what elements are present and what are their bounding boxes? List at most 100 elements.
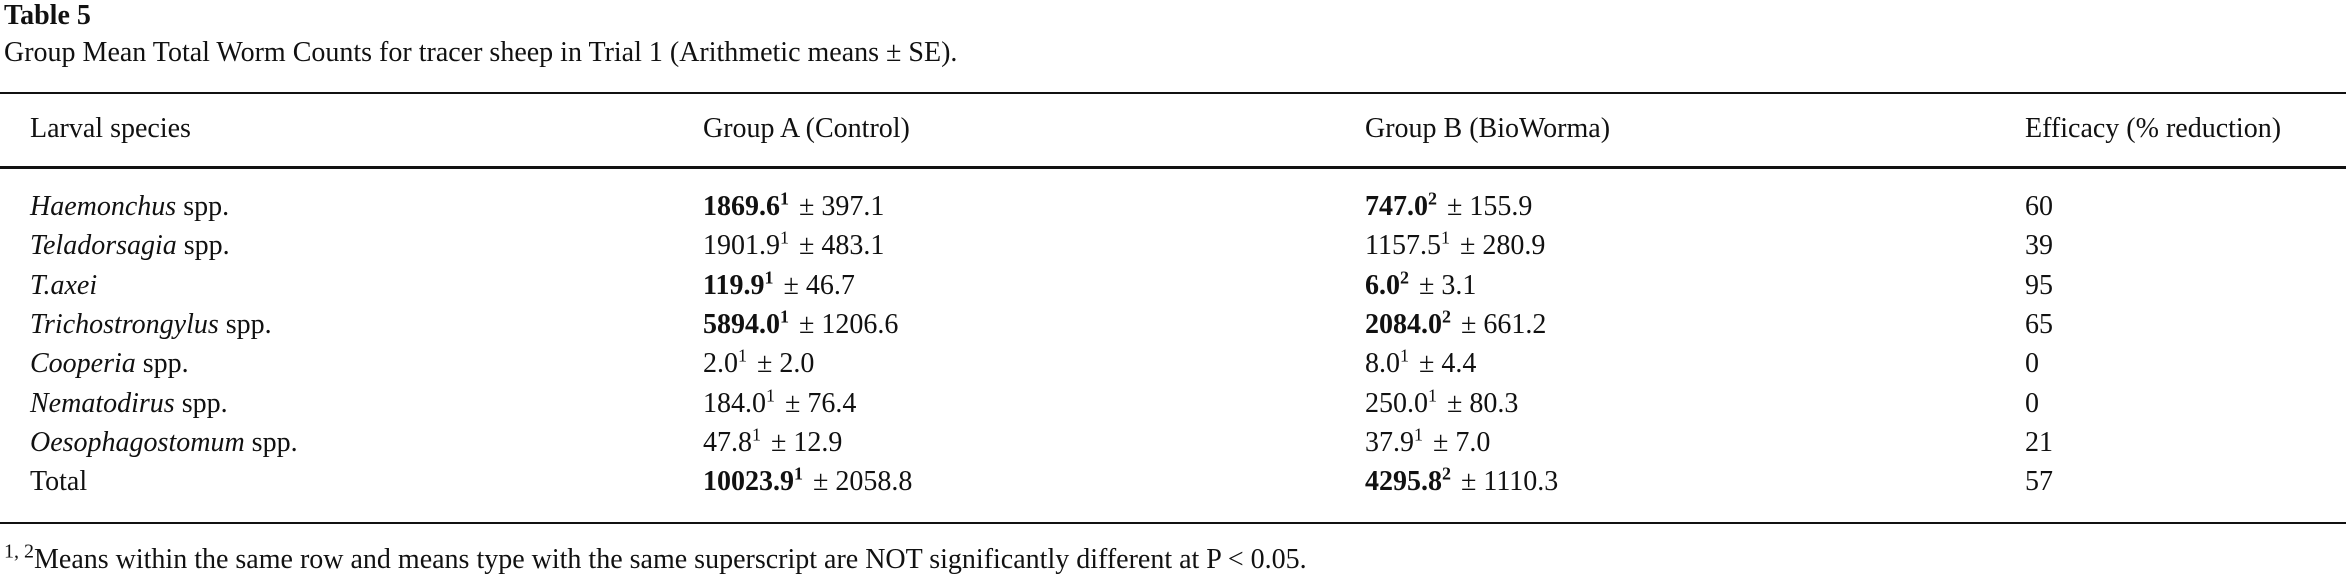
group-b-superscript: 2 [1400, 267, 1409, 288]
group-b-superscript: 1 [1414, 424, 1423, 445]
species-name: Oesophagostomum [30, 426, 245, 458]
group-b-cell: 1157.51 ± 280.9 [1365, 226, 1545, 265]
footnote-superscripts: 1, 2 [4, 540, 34, 563]
group-a-se: ± 397.1 [799, 191, 885, 222]
group-a-cell: 10023.91 ± 2058.8 [703, 462, 912, 501]
table-row: Total 10023.91 ± 2058.8 4295.82 ± 1110.3 57 [0, 462, 2346, 501]
group-b-se: ± 280.9 [1459, 230, 1546, 262]
group-b-cell: 250.01 ± 80.3 [1365, 384, 1518, 423]
group-a-se: ± 1206.6 [799, 308, 899, 340]
species-name: T.axei [30, 269, 98, 301]
species-cell: Nematodirus spp. [30, 384, 228, 423]
group-a-mean: 184.0 [703, 387, 766, 419]
group-a-superscript: 1 [794, 463, 803, 484]
header-group-a: Group A (Control) [703, 113, 910, 144]
table-row: T.axei 119.91 ± 46.7 6.02 ± 3.1 95 [0, 266, 2346, 305]
header-rule [0, 166, 2346, 169]
group-b-cell: 2084.02 ± 661.2 [1365, 305, 1546, 344]
efficacy-cell: 39 [2025, 230, 2053, 262]
efficacy-cell: 60 [2025, 191, 2053, 222]
group-b-mean: 8.0 [1365, 348, 1400, 380]
group-a-se: ± 483.1 [799, 230, 885, 262]
species-name: Nematodirus [30, 387, 175, 419]
group-b-mean: 747.0 [1365, 191, 1428, 222]
group-b-se: ± 80.3 [1447, 387, 1519, 419]
efficacy-cell: 95 [2025, 269, 2053, 301]
species-name: Haemonchus [30, 191, 177, 222]
group-b-cell: 6.02 ± 3.1 [1365, 266, 1476, 305]
group-b-cell: 37.91 ± 7.0 [1365, 423, 1490, 462]
species-cell: Cooperia spp. [30, 344, 189, 383]
group-a-se: ± 2.0 [757, 348, 815, 380]
group-b-superscript: 1 [1428, 385, 1437, 406]
species-cell: T.axei [30, 266, 97, 305]
species-suffix: Total [30, 466, 88, 498]
group-b-superscript: 1 [1400, 345, 1409, 366]
table-row: Nematodirus spp. 184.01 ± 76.4 250.01 ± 80.3… [0, 384, 2346, 423]
group-b-mean: 4295.8 [1365, 466, 1442, 498]
group-b-se: ± 1110.3 [1461, 466, 1559, 498]
group-a-mean: 5894.0 [703, 308, 780, 340]
group-a-mean: 10023.9 [703, 466, 794, 498]
efficacy-cell: 0 [2025, 387, 2039, 419]
group-b-superscript: 2 [1428, 188, 1437, 209]
group-b-superscript: 1 [1440, 227, 1450, 248]
group-a-mean: 119.9 [703, 269, 765, 301]
group-b-mean: 6.0 [1365, 269, 1400, 301]
group-a-se: ± 46.7 [783, 269, 855, 301]
header-efficacy: Efficacy (% reduction) [2025, 113, 2282, 144]
species-suffix: spp. [174, 387, 228, 419]
header-group-b: Group B (BioWorma) [1365, 113, 1611, 144]
table-footnote: 1, 2Means within the same row and means … [4, 540, 1307, 580]
species-suffix: spp. [218, 308, 272, 340]
group-b-se: ± 155.9 [1447, 191, 1533, 222]
group-b-cell: 8.01 ± 4.4 [1365, 344, 1476, 383]
species-suffix: spp. [244, 426, 298, 458]
group-b-superscript: 2 [1442, 306, 1451, 327]
group-a-se: ± 76.4 [785, 387, 857, 419]
group-a-superscript: 1 [780, 227, 789, 248]
group-a-se: ± 2058.8 [813, 466, 913, 498]
group-a-cell: 47.81 ± 12.9 [703, 423, 842, 462]
table-row: Haemonchus spp. 1869.61 ± 397.1 747.02 ± 155… [0, 187, 2346, 226]
header-larval-species: Larval species [30, 113, 191, 144]
group-b-mean: 250.0 [1365, 387, 1428, 419]
efficacy-cell: 65 [2025, 308, 2053, 340]
group-a-cell: 119.91 ± 46.7 [703, 266, 855, 305]
species-cell: Trichostrongylus spp. [30, 305, 272, 344]
species-cell: Haemonchus spp. [30, 187, 229, 226]
species-suffix: spp. [176, 191, 230, 222]
group-b-cell: 4295.82 ± 1110.3 [1365, 462, 1558, 501]
group-a-mean: 47.8 [703, 426, 752, 458]
group-a-cell: 1869.61 ± 397.1 [703, 187, 884, 226]
group-a-se: ± 12.9 [771, 426, 843, 458]
group-b-mean: 37.9 [1365, 426, 1414, 458]
group-b-se: ± 3.1 [1419, 269, 1477, 301]
group-b-cell: 747.02 ± 155.9 [1365, 187, 1532, 226]
group-a-superscript: 1 [780, 188, 789, 209]
table-row: Cooperia spp. 2.01 ± 2.0 8.01 ± 4.4 0 [0, 344, 2346, 383]
group-b-mean: 1157.5 [1365, 230, 1441, 262]
group-a-cell: 2.01 ± 2.0 [703, 344, 814, 383]
table-row: Trichostrongylus spp. 5894.01 ± 1206.6 2084… [0, 305, 2346, 344]
table-label: Table 5 [4, 0, 91, 31]
species-name: Trichostrongylus [30, 308, 219, 340]
group-a-superscript: 1 [752, 424, 761, 445]
table-row: Oesophagostomum spp. 47.81 ± 12.9 37.91 ± 7.… [0, 423, 2346, 462]
efficacy-cell: 0 [2025, 348, 2039, 380]
species-cell: Teladorsagia spp. [30, 226, 230, 265]
bottom-rule [0, 522, 2346, 524]
table-caption: Group Mean Total Worm Counts for tracer … [4, 37, 958, 68]
footnote-text: Means within the same row and means type… [34, 544, 1307, 575]
group-b-se: ± 4.4 [1419, 348, 1477, 380]
group-a-mean: 2.0 [703, 348, 738, 380]
group-b-superscript: 2 [1442, 463, 1451, 484]
species-name: Cooperia [30, 348, 136, 380]
group-a-superscript: 1 [738, 345, 747, 366]
top-rule [0, 92, 2346, 94]
group-a-superscript: 1 [764, 267, 774, 288]
group-a-superscript: 1 [766, 385, 775, 406]
group-b-mean: 2084.0 [1365, 308, 1442, 340]
group-b-se: ± 7.0 [1433, 426, 1491, 458]
species-name: Teladorsagia [30, 230, 177, 262]
